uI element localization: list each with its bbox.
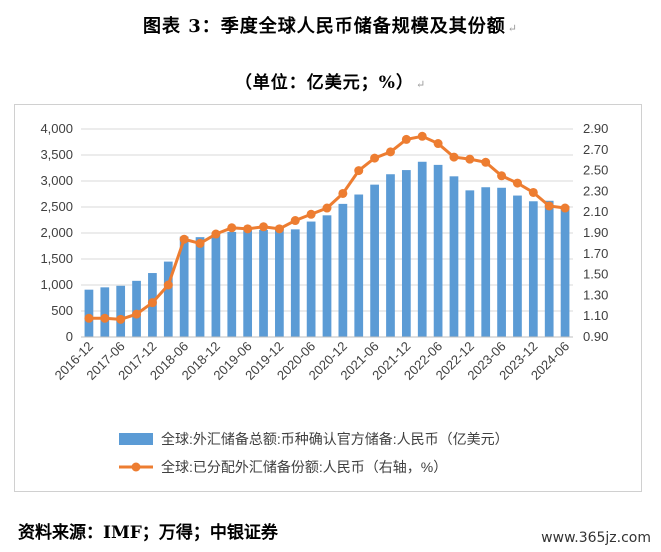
bar [211,235,221,337]
share-point [211,229,221,239]
figure-subtitle-text: （单位：亿美元；%） [234,73,414,93]
bar [84,289,94,337]
bar [370,184,379,337]
y-left-tick-label: 1,500 [40,251,73,266]
share-point [544,201,554,211]
watermark: www.365jz.com [541,530,651,546]
bar [306,221,316,337]
figure-title-text: 图表 3：季度全球人民币储备规模及其份额 [142,16,506,37]
bar [259,229,268,337]
share-point [370,153,380,163]
bar [132,280,141,337]
y-right-tick-label: 2.70 [583,142,608,157]
y-right-tick-label: 2.50 [583,163,608,178]
y-right-tick-label: 1.30 [583,287,608,302]
share-point [417,131,427,141]
share-point [132,309,142,319]
share-point [497,171,507,181]
bar [513,195,522,337]
share-point [385,147,395,157]
bar [481,187,491,337]
paragraph-mark-icon: ↵ [507,22,518,35]
chart-container: 0 500 1,000 1,500 2,000 2,500 3,000 3,500 4,000 0… [14,104,642,492]
bar [275,226,284,337]
y-right-tick-label: 1.10 [583,308,608,323]
bar [322,215,332,337]
share-point [512,178,522,188]
bar [116,285,126,337]
y-left-tick-label: 4,000 [40,121,73,136]
bar [417,161,427,337]
y-left-tick-label: 2,500 [40,199,73,214]
y-left-tick-label: 500 [51,303,73,318]
y-left-tick-label: 0 [66,329,73,344]
share-point [100,313,110,323]
bar [560,205,570,337]
bar [449,176,459,337]
legend-bar-label: 全球:外汇储备总额:币种确认官方储备:人民币（亿美元） [161,431,509,447]
share-point [227,223,237,233]
bar [227,231,237,337]
y-left-tick-label: 3,000 [40,173,73,188]
bar [290,229,300,337]
share-point [338,188,348,198]
y-left-tick-label: 1,000 [40,277,73,292]
share-point [290,216,300,226]
share-point [84,313,94,323]
bar [243,230,253,337]
share-point [116,314,126,324]
chart-svg: 0 500 1,000 1,500 2,000 2,500 3,000 3,500 4,000 0… [40,121,608,475]
y-right-tick-label: 1.50 [583,267,608,282]
share-point [243,224,253,234]
y-right-tick-label: 2.90 [583,121,608,136]
bar [179,236,189,337]
share-point [179,234,189,244]
legend-line-label: 全球:已分配外汇储备份额:人民币（右轴，%） [161,459,447,475]
bar [386,174,395,337]
y-right-tick-label: 1.90 [583,225,608,240]
share-point [465,154,475,164]
figure-title: 图表 3：季度全球人民币储备规模及其份额 ↵ [0,12,661,38]
share-point [449,152,459,162]
bar [465,190,475,337]
share-point [163,280,173,290]
share-point [259,222,269,232]
share-point [195,238,205,248]
share-point [401,134,411,144]
y-right-tick-label: 1.70 [583,246,608,261]
y-right-tick-label: 2.10 [583,204,608,219]
figure-subtitle: （单位：亿美元；%） ↵ [0,68,661,93]
bar [544,200,554,337]
share-point [274,224,284,234]
share-point [322,203,332,213]
legend-bar-swatch [119,433,153,445]
share-point [528,187,538,197]
share-point [147,298,157,308]
share-point [354,166,364,176]
bar [401,170,411,337]
bar [528,201,538,337]
y-left-tick-label: 3,500 [40,147,73,162]
legend-line-marker [131,462,141,472]
share-point [560,203,570,213]
y-right-tick-label: 0.90 [583,329,608,344]
bar [433,164,443,337]
bar [338,203,348,337]
paragraph-mark-icon: ↵ [415,78,427,91]
y-right-tick-label: 2.30 [583,183,608,198]
bar [100,287,110,337]
source-note: 资料来源：IMF；万得；中银证券 [18,523,278,543]
bar [354,194,364,337]
share-point [306,209,316,219]
bar [163,261,173,337]
share-point [433,139,443,149]
share-point [481,157,491,167]
bar [497,187,506,337]
y-left-tick-label: 2,000 [40,225,73,240]
bar [195,237,205,337]
